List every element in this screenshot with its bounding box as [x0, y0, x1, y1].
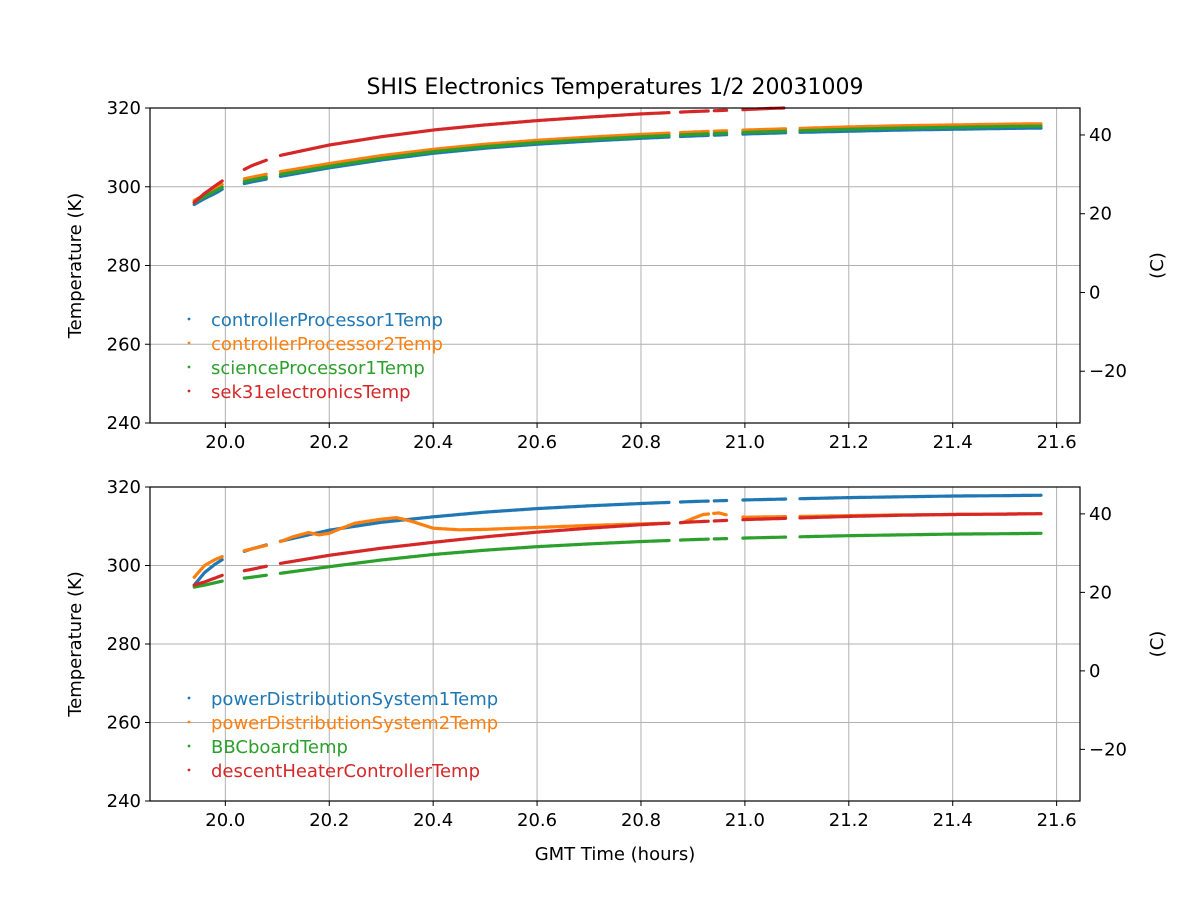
y-tick-label: 260 — [107, 713, 141, 734]
legend-entry: powerDistributionSystem1Temp — [211, 689, 498, 710]
y-tick-label: 300 — [107, 556, 141, 577]
figure-title: SHIS Electronics Temperatures 1/2 200310… — [366, 75, 863, 100]
legend-entry: controllerProcessor2Temp — [211, 334, 443, 355]
legend: controllerProcessor1Temp controllerProces… — [187, 310, 443, 403]
y-axis-label-right: (C) — [1147, 252, 1168, 279]
legend-marker — [187, 389, 191, 393]
series-group — [192, 106, 1043, 207]
y-tick-label: 300 — [107, 177, 141, 198]
legend-entry: descentHeaterControllerTemp — [211, 761, 480, 782]
x-axis-label: GMT Time (hours) — [535, 844, 696, 865]
y-tick-label: 240 — [107, 791, 141, 812]
legend-marker — [187, 317, 191, 321]
y-axis-label: Temperature (K) — [65, 193, 86, 340]
legend-entry: sek31electronicsTemp — [211, 382, 411, 403]
y-ticks-left: 240 260 280 300 320 — [107, 98, 150, 434]
y-right-tick-label: 0 — [1089, 282, 1100, 303]
series-powerDistributionSystem2Temp — [192, 511, 1043, 579]
legend-entry: scienceProcessor1Temp — [211, 358, 425, 379]
y-axis-label-right: (C) — [1147, 631, 1168, 658]
series-descentHeaterControllerTemp — [192, 512, 1043, 587]
chart-panel-top: 20.0 20.2 20.4 20.6 20.8 21.0 21.2 21.4 21.62402… — [65, 98, 1168, 453]
x-tick-label: 20.0 — [205, 810, 245, 831]
legend-entry: powerDistributionSystem2Temp — [211, 713, 498, 734]
legend-marker — [187, 768, 191, 772]
y-tick-label: 240 — [107, 413, 141, 434]
legend-entry: controllerProcessor1Temp — [211, 310, 443, 331]
x-tick-label: 21.6 — [1037, 432, 1077, 453]
x-tick-label: 20.2 — [309, 432, 349, 453]
legend-marker — [187, 341, 191, 345]
legend-marker — [187, 744, 191, 748]
x-tick-label: 21.0 — [725, 810, 765, 831]
legend-entry: BBCboardTemp — [211, 737, 348, 758]
y-right-tick-label: 0 — [1089, 661, 1100, 682]
chart-panel-bottom: 20.0 20.2 20.4 20.6 20.8 21.0 21.2 21.4 21.62402… — [65, 477, 1168, 831]
y-tick-label: 320 — [107, 98, 141, 119]
legend-marker — [187, 365, 191, 369]
x-tick-label: 20.0 — [205, 432, 245, 453]
y-right-tick-label: 20 — [1089, 204, 1112, 225]
y-right-tick-label: −20 — [1089, 361, 1127, 382]
x-tick-label: 20.6 — [517, 810, 557, 831]
legend-marker — [187, 720, 191, 724]
y-ticks-left: 240 260 280 300 320 — [107, 477, 150, 812]
series-sek31electronicsTemp — [192, 106, 786, 205]
x-tick-label: 21.2 — [829, 810, 869, 831]
y-ticks-right: −20 0 20 40 — [1080, 504, 1127, 760]
y-axis-label: Temperature (K) — [65, 571, 86, 718]
y-right-tick-label: 40 — [1089, 504, 1112, 525]
x-tick-label: 20.4 — [413, 432, 453, 453]
x-ticks: 20.0 20.2 20.4 20.6 20.8 21.0 21.2 21.4 21.6 — [205, 423, 1077, 453]
x-tick-label: 21.0 — [725, 432, 765, 453]
x-tick-label: 21.2 — [829, 432, 869, 453]
x-tick-label: 20.6 — [517, 432, 557, 453]
x-tick-label: 20.2 — [309, 810, 349, 831]
y-ticks-right: −20 0 20 40 — [1080, 125, 1127, 382]
y-tick-label: 260 — [107, 334, 141, 355]
legend-marker — [187, 696, 191, 700]
x-tick-label: 21.6 — [1037, 810, 1077, 831]
y-tick-label: 280 — [107, 256, 141, 277]
y-right-tick-label: 20 — [1089, 582, 1112, 603]
series-scienceProcessor1Temp — [192, 124, 1043, 205]
x-tick-label: 20.8 — [621, 810, 661, 831]
y-right-tick-label: −20 — [1089, 739, 1127, 760]
series-group — [192, 493, 1043, 589]
legend: powerDistributionSystem1Temp powerDistrib… — [187, 689, 498, 782]
y-right-tick-label: 40 — [1089, 125, 1112, 146]
y-tick-label: 280 — [107, 634, 141, 655]
x-tick-label: 21.4 — [933, 432, 973, 453]
y-tick-label: 320 — [107, 477, 141, 498]
x-ticks: 20.0 20.2 20.4 20.6 20.8 21.0 21.2 21.4 21.6 — [205, 801, 1077, 831]
x-tick-label: 21.4 — [933, 810, 973, 831]
x-tick-label: 20.4 — [413, 810, 453, 831]
x-tick-label: 20.8 — [621, 432, 661, 453]
series-BBCboardTemp — [192, 531, 1043, 589]
